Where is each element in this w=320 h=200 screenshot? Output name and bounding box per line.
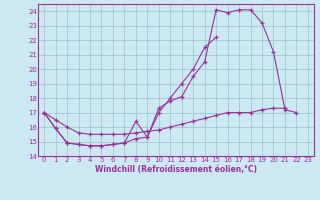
X-axis label: Windchill (Refroidissement éolien,°C): Windchill (Refroidissement éolien,°C) (95, 165, 257, 174)
